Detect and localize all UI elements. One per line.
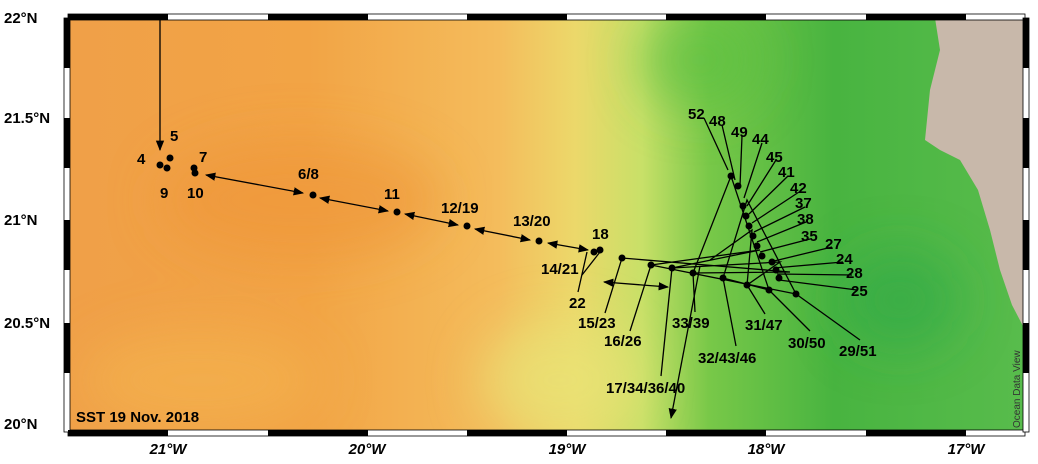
lon-label: 18°W [748,441,787,458]
station-label: 41 [778,164,795,181]
station-label: 33/39 [672,315,710,332]
lat-label: 21°N [4,212,38,229]
lon-label: 19°W [549,441,588,458]
lon-label: 17°W [948,441,987,458]
lat-label: 21.5°N [4,110,50,127]
station-label: 37 [795,195,812,212]
station-label: 14/21 [541,261,579,278]
station-label: 11 [384,186,400,203]
station-label: 30/50 [788,335,826,352]
station-label: 18 [592,226,609,243]
lat-label: 20.5°N [4,315,50,332]
lon-label: 21°W [149,441,189,458]
station-label: 31/47 [745,317,783,334]
station-label: 15/23 [578,315,616,332]
station-label: 49 [731,124,748,141]
caption: SST 19 Nov. 2018 [76,409,199,426]
station-label: 6/8 [298,166,319,183]
lat-label: 20°N [4,416,38,433]
station-label: 12/19 [441,200,479,217]
station-label: 9 [160,185,168,202]
station-label: 22 [569,295,586,312]
station-label: 48 [709,113,726,130]
station-label: 5 [170,128,178,145]
station-label: 38 [797,211,814,228]
station-label: 4 [137,151,146,168]
map: 4 5 9 7 10 6/8 11 12/19 13/20 18 14/21 2… [0,0,1038,459]
station-label: 29/51 [839,343,877,360]
lat-label: 22°N [4,10,38,27]
station-label: 7 [199,149,207,166]
station-label: 25 [851,283,868,300]
station-label: 17/34/36/40 [606,380,685,397]
station-label: 16/26 [604,333,642,350]
watermark: Ocean Data View [1012,350,1023,428]
station-label: 13/20 [513,213,551,230]
station-label: 28 [846,265,863,282]
station-label: 52 [688,106,705,123]
station-label: 35 [801,228,818,245]
lon-label: 20°W [348,441,388,458]
station-label: 10 [187,185,204,202]
station-label: 44 [752,131,769,148]
station-label: 32/43/46 [698,350,756,367]
